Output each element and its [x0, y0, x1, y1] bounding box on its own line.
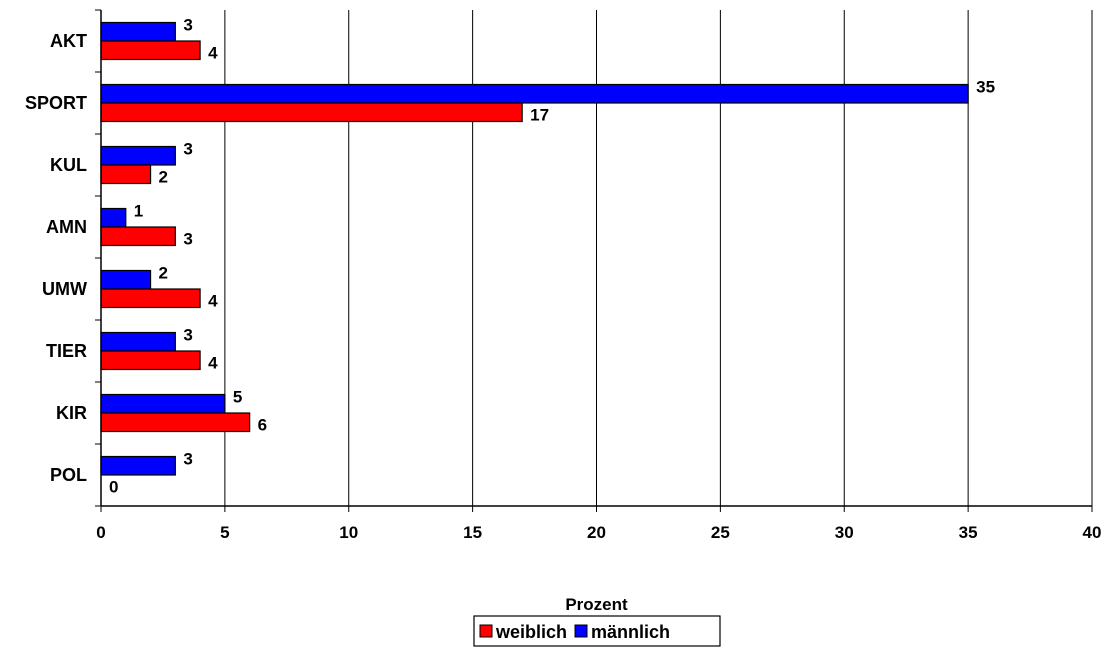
category-label: UMW — [42, 279, 87, 299]
data-label: 0 — [109, 478, 118, 497]
bar-maennlich — [100, 83, 969, 104]
bar-maennlich — [100, 331, 176, 352]
x-tick-label: 20 — [587, 523, 606, 542]
legend: weiblich männlich — [473, 615, 721, 647]
x-tick-label: 35 — [959, 523, 978, 542]
category-label: AMN — [46, 217, 87, 237]
bar-weiblich — [100, 412, 251, 433]
data-label: 35 — [976, 78, 995, 97]
bar-maennlich — [100, 455, 176, 476]
data-label: 4 — [208, 292, 218, 311]
category-label: KUL — [50, 155, 87, 175]
legend-swatch — [574, 624, 588, 638]
category-label: POL — [50, 465, 87, 485]
bar-maennlich — [100, 393, 226, 414]
data-label: 3 — [183, 16, 192, 35]
data-label: 4 — [208, 44, 218, 63]
legend-label: weiblich — [495, 622, 567, 642]
bar-weiblich — [100, 226, 176, 247]
data-label: 2 — [159, 264, 168, 283]
category-label: KIR — [56, 403, 87, 423]
data-label: 17 — [530, 106, 549, 125]
data-label: 2 — [159, 168, 168, 187]
bar-weiblich — [100, 350, 201, 371]
bar-maennlich — [100, 207, 127, 228]
category-label: TIER — [46, 341, 87, 361]
x-tick-label: 15 — [463, 523, 482, 542]
data-label: 1 — [134, 202, 143, 221]
data-label: 3 — [183, 450, 192, 469]
bar-maennlich — [100, 145, 176, 166]
bar-weiblich — [100, 164, 152, 185]
data-label: 6 — [258, 416, 267, 435]
x-tick-label: 25 — [711, 523, 730, 542]
bar-weiblich — [100, 40, 201, 61]
legend-swatch — [479, 624, 493, 638]
category-labels: AKT SPORT KUL AMN UMW TIER KIR POL — [25, 31, 87, 485]
data-label: 3 — [183, 230, 192, 249]
data-label: 4 — [208, 354, 218, 373]
x-tick-label: 10 — [339, 523, 358, 542]
legend-box — [473, 615, 721, 647]
legend-label: männlich — [591, 622, 670, 642]
x-tick-label: 30 — [835, 523, 854, 542]
category-label: SPORT — [25, 93, 87, 113]
bars — [100, 21, 969, 476]
data-label: 3 — [183, 326, 192, 345]
x-axis-title: Prozent — [565, 595, 628, 614]
data-label: 5 — [233, 388, 242, 407]
category-label: AKT — [50, 31, 87, 51]
data-label: 3 — [183, 140, 192, 159]
x-tick-label: 40 — [1083, 523, 1102, 542]
x-tick-label: 5 — [220, 523, 229, 542]
x-ticks: 0 5 10 15 20 25 30 35 40 — [96, 506, 1101, 542]
x-tick-label: 0 — [96, 523, 105, 542]
bar-weiblich — [100, 102, 523, 123]
bar-maennlich — [100, 269, 152, 290]
bar-maennlich — [100, 21, 176, 42]
bar-weiblich — [100, 288, 201, 309]
